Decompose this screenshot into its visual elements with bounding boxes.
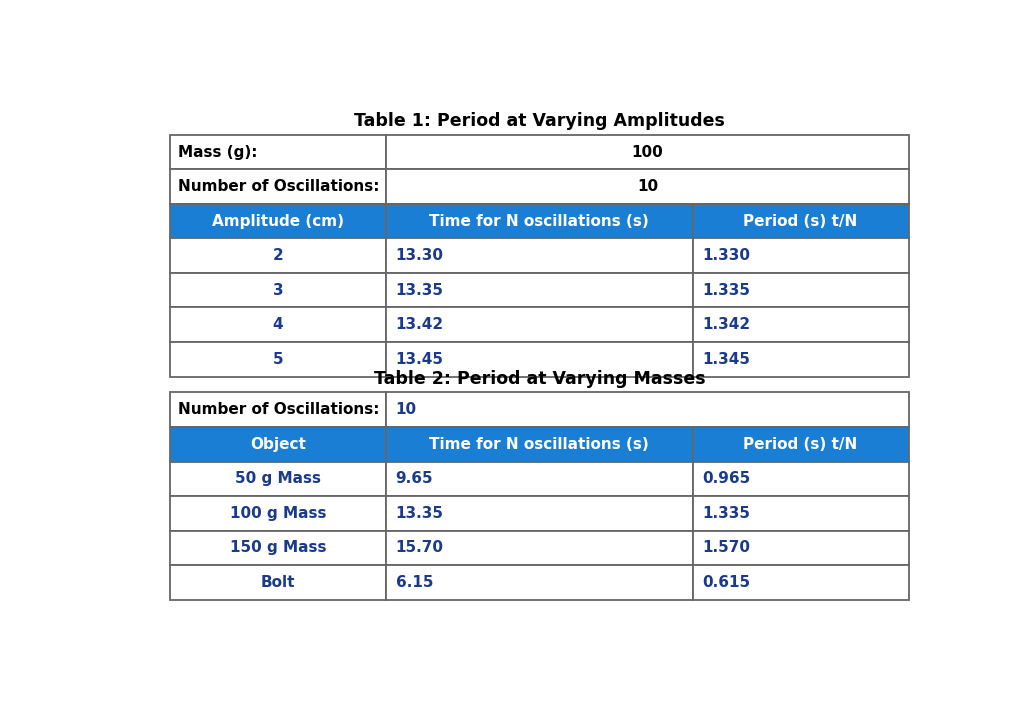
Bar — [386, 496, 693, 530]
Bar — [386, 427, 693, 461]
Text: Period (s) t/N: Period (s) t/N — [743, 214, 858, 229]
Bar — [170, 565, 386, 600]
Bar — [386, 169, 909, 204]
Bar — [170, 392, 386, 427]
Bar — [170, 204, 386, 239]
Text: 50 g Mass: 50 g Mass — [235, 471, 321, 486]
Text: 13.35: 13.35 — [395, 506, 443, 521]
Text: 1.335: 1.335 — [702, 506, 750, 521]
Bar — [693, 461, 909, 496]
Bar — [386, 308, 693, 342]
Text: 2: 2 — [273, 248, 283, 263]
Bar — [170, 461, 386, 496]
Text: 13.42: 13.42 — [395, 318, 444, 333]
Text: 100: 100 — [632, 145, 663, 159]
Bar — [693, 565, 909, 600]
Bar — [693, 496, 909, 530]
Text: 3: 3 — [273, 283, 283, 298]
Text: 1.345: 1.345 — [702, 352, 750, 367]
Text: 13.45: 13.45 — [395, 352, 443, 367]
Bar — [693, 427, 909, 461]
Text: Time for N oscillations (s): Time for N oscillations (s) — [430, 436, 649, 451]
Text: 0.965: 0.965 — [702, 471, 750, 486]
Bar — [386, 273, 693, 308]
Bar — [693, 239, 909, 273]
Bar — [170, 427, 386, 461]
Text: 9.65: 9.65 — [395, 471, 433, 486]
Bar — [170, 239, 386, 273]
Bar — [170, 169, 386, 204]
Text: 10: 10 — [395, 402, 417, 417]
Bar — [386, 135, 909, 169]
Bar — [170, 273, 386, 308]
Bar — [170, 342, 386, 377]
Bar — [386, 342, 693, 377]
Text: Amplitude (cm): Amplitude (cm) — [212, 214, 344, 229]
Bar — [170, 530, 386, 565]
Text: Bolt: Bolt — [261, 575, 295, 590]
Text: Table 2: Period at Varying Masses: Table 2: Period at Varying Masses — [373, 370, 705, 388]
Text: Table 1: Period at Varying Amplitudes: Table 1: Period at Varying Amplitudes — [354, 112, 725, 130]
Text: 13.30: 13.30 — [395, 248, 443, 263]
Text: 6.15: 6.15 — [395, 575, 433, 590]
Text: 15.70: 15.70 — [395, 540, 443, 555]
Bar — [386, 204, 693, 239]
Text: 1.330: 1.330 — [702, 248, 750, 263]
Text: 10: 10 — [637, 179, 658, 194]
Bar — [693, 273, 909, 308]
Text: Number of Oscillations:: Number of Oscillations: — [177, 179, 379, 194]
Bar — [386, 461, 693, 496]
Bar — [693, 308, 909, 342]
Text: 5: 5 — [273, 352, 283, 367]
Text: Number of Oscillations:: Number of Oscillations: — [177, 402, 379, 417]
Bar — [693, 530, 909, 565]
Text: 100 g Mass: 100 g Mass — [230, 506, 327, 521]
Bar — [386, 565, 693, 600]
Text: Object: Object — [250, 436, 306, 451]
Bar — [170, 496, 386, 530]
Text: 4: 4 — [273, 318, 283, 333]
Text: 1.342: 1.342 — [702, 318, 750, 333]
Bar — [170, 308, 386, 342]
Bar — [386, 239, 693, 273]
Text: Mass (g):: Mass (g): — [177, 145, 258, 159]
Text: 13.35: 13.35 — [395, 283, 443, 298]
Bar — [386, 392, 909, 427]
Text: 1.570: 1.570 — [702, 540, 750, 555]
Text: 0.615: 0.615 — [702, 575, 750, 590]
Text: 1.335: 1.335 — [702, 283, 750, 298]
Bar — [693, 342, 909, 377]
Text: Time for N oscillations (s): Time for N oscillations (s) — [430, 214, 649, 229]
Bar — [693, 204, 909, 239]
Text: Period (s) t/N: Period (s) t/N — [743, 436, 858, 451]
Text: 150 g Mass: 150 g Mass — [230, 540, 327, 555]
Bar — [170, 135, 386, 169]
Bar — [386, 530, 693, 565]
